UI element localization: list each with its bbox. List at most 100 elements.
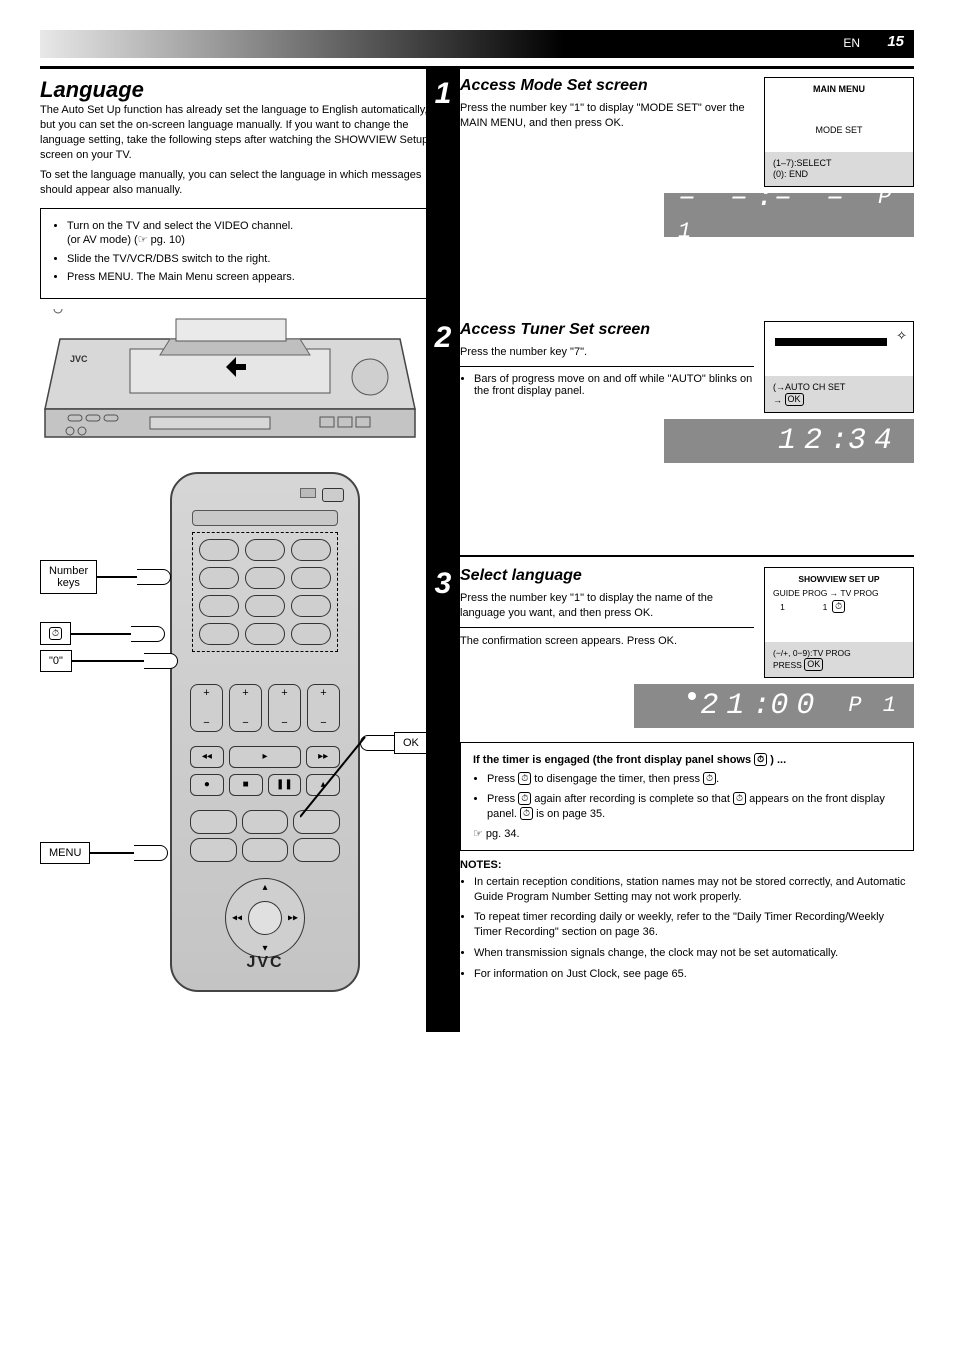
note-1: In certain reception conditions, station… (474, 875, 914, 905)
if-engaged-box: If the timer is engaged (the front displ… (460, 742, 914, 851)
ok-button-icon (242, 810, 289, 834)
prep-box: Turn on the TV and select the VIDEO chan… (40, 208, 440, 299)
svg-text:JVC: JVC (70, 354, 88, 364)
callout-number-keys: Numberkeys (40, 560, 171, 594)
finger-icon (137, 569, 171, 585)
menu-button-icon (190, 838, 237, 862)
screen-line: GUIDE PROG → TV PROG (773, 588, 905, 598)
step-1: 1 Access Mode Set screen Press the numbe… (460, 77, 914, 307)
num-2 (245, 539, 285, 561)
number-keys-group (192, 532, 338, 652)
step-2-action: Access Tuner Set screen (460, 321, 754, 339)
step-1-action: Access Mode Set screen (460, 77, 754, 95)
callout-zero-label: "0" (40, 650, 72, 672)
screen-line: 1 1 ⏱ (773, 600, 905, 613)
if-box-title: If the timer is engaged (the front displ… (473, 753, 901, 766)
callout-timer-label: ⏱ (40, 622, 71, 645)
section-title-language: Language (40, 77, 440, 103)
display-panel-2: 12:34 (664, 419, 914, 463)
section-rule (40, 66, 440, 69)
note-4: For information on Just Clock, see page … (474, 967, 914, 982)
blink-icon: ✧ (896, 328, 907, 344)
callout-ok: OK (360, 732, 428, 754)
header-lang: EN (843, 36, 860, 50)
manual-page: EN 15 Language The Auto Set Up function … (0, 0, 954, 1062)
finger-icon (131, 626, 165, 642)
seven-seg-readout: 21:00 P 1 (688, 689, 900, 723)
step-2-rule (460, 366, 754, 367)
screen-line: MAIN MENU (773, 84, 905, 95)
step-1-number: 1 (426, 77, 460, 111)
callout-number-label: Numberkeys (40, 560, 97, 594)
step-2-bullet: Bars of progress move on and off while "… (474, 373, 754, 397)
prep1b: (or AV mode) ( (67, 234, 138, 246)
step-3-action: Select language (460, 567, 754, 585)
vcr-illustration: JVC (40, 309, 440, 452)
num-9 (291, 595, 331, 617)
num-1 (199, 539, 239, 561)
progress-bar-icon (775, 338, 887, 346)
prep-item-1: Turn on the TV and select the VIDEO chan… (67, 219, 427, 248)
pointer-icon: ☞ (138, 234, 148, 246)
screen-foot: (−/+, 0−9):TV PROG (773, 648, 905, 658)
rocker-3 (268, 684, 301, 732)
note-3: When transmission signals change, the cl… (474, 946, 914, 961)
num-aux (291, 623, 331, 645)
display-panel-3: 21:00 P 1 (634, 684, 914, 728)
seven-seg-readout: – –:– – P 1 (678, 181, 900, 249)
callout-line (90, 852, 134, 854)
prep-item-3: Press MENU. The Main Menu screen appears… (67, 270, 427, 284)
callout-menu: MENU (40, 842, 168, 864)
num-8 (245, 595, 285, 617)
callout-timer: ⏱ (40, 622, 165, 645)
left-column: Language The Auto Set Up function has al… (40, 66, 440, 1032)
notes-heading: NOTES: (460, 859, 914, 871)
prep-item-2: Slide the TV/VCR/DBS switch to the right… (67, 252, 427, 266)
num-0 (245, 623, 285, 645)
screen-foot: PRESS OK (773, 658, 905, 671)
notes-list: In certain reception conditions, station… (460, 875, 914, 982)
right-column: 1 Access Mode Set screen Press the numbe… (460, 66, 914, 1032)
lower-f (293, 838, 340, 862)
callout-line (72, 660, 144, 662)
step-2-text-block: Access Tuner Set screen Press the number… (460, 321, 754, 413)
screen-foot: → OK (773, 393, 905, 406)
step-1-screen: MAIN MENU MODE SET (1–7):SELECT (0): END (764, 77, 914, 187)
power-button-icon (322, 488, 344, 502)
intro-para-1: The Auto Set Up function has already set… (40, 103, 440, 162)
arrow-up-icon: ▴ (262, 882, 267, 893)
callout-line (97, 576, 137, 578)
step-3-rule (460, 627, 754, 628)
note-2: To repeat timer recording daily or weekl… (474, 910, 914, 940)
step-3-text1: Press the number key "1" to display the … (460, 591, 754, 621)
callout-ok-line (300, 732, 370, 822)
num-5 (245, 567, 285, 589)
black-spine (426, 66, 460, 1032)
step-2: 2 Access Tuner Set screen Press the numb… (460, 321, 914, 541)
if-box-ref: ☞ pg. 34. (473, 827, 901, 840)
step-1-text: Press the number key "1" to display "MOD… (460, 101, 754, 131)
screen-line: SHOWVIEW SET UP (773, 574, 905, 584)
heavy-rule (460, 555, 914, 557)
dpad-ring: ▴ ▾ ◂◂ ▸▸ (225, 878, 305, 958)
if-item-2: Press ⏱ again after recording is complet… (487, 792, 901, 822)
callout-ok-label: OK (394, 732, 428, 754)
screen-line: MODE SET (773, 125, 905, 136)
step-1-text-block: Access Mode Set screen Press the number … (460, 77, 754, 187)
remote-top-row (300, 488, 344, 502)
rew-button-icon: ◂◂ (190, 746, 224, 768)
page-header-bar: EN 15 (40, 30, 914, 58)
brand-label: JVC (172, 954, 358, 972)
lower-a (190, 810, 237, 834)
seven-seg-readout: 12:34 (778, 424, 900, 458)
finger-icon (134, 845, 168, 861)
step-2-text: Press the number key "7". (460, 345, 754, 360)
arrow-down-icon: ▾ (262, 943, 267, 954)
callout-line (71, 633, 131, 635)
num-7 (199, 595, 239, 617)
intro-para-2: To set the language manually, you can se… (40, 168, 440, 198)
step-2-screen: ✧ (→AUTO CH SET → OK (764, 321, 914, 413)
remote-illustration: ◂◂ ▸ ▸▸ ● ■ ❚❚ ▴ (40, 472, 440, 1032)
screen-foot: (1–7):SELECT (773, 158, 905, 169)
pause-button-icon: ❚❚ (268, 774, 302, 796)
